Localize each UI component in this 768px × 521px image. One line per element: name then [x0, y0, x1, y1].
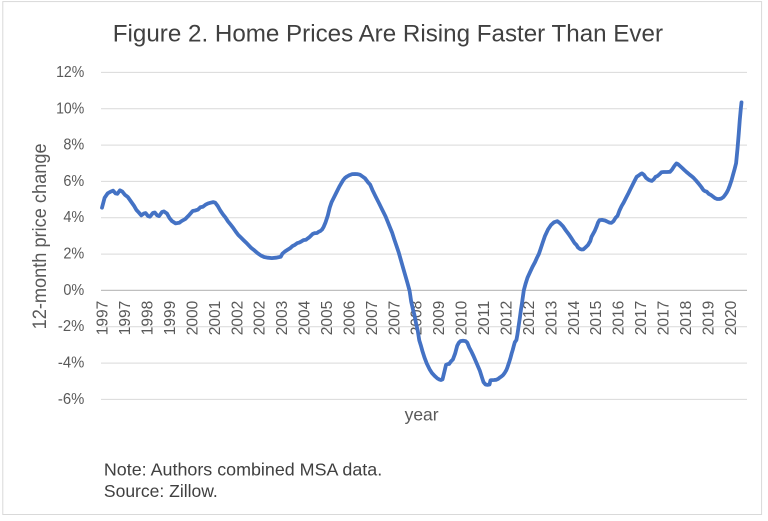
svg-text:2005: 2005: [319, 301, 336, 336]
svg-text:2014: 2014: [566, 301, 583, 336]
svg-text:2000: 2000: [184, 301, 201, 336]
svg-text:2020: 2020: [723, 301, 740, 336]
svg-text:0%: 0%: [63, 282, 84, 299]
svg-text:1998: 1998: [140, 301, 157, 336]
svg-text:2007: 2007: [386, 301, 403, 336]
svg-text:2001: 2001: [207, 301, 224, 336]
svg-text:-4%: -4%: [58, 355, 85, 372]
svg-text:-6%: -6%: [58, 391, 85, 408]
svg-text:1997: 1997: [95, 301, 112, 336]
svg-text:2017: 2017: [656, 301, 673, 336]
svg-text:2013: 2013: [543, 301, 560, 336]
svg-text:2%: 2%: [63, 246, 84, 263]
svg-text:2011: 2011: [476, 301, 493, 336]
svg-text:2012: 2012: [521, 301, 538, 336]
svg-text:2004: 2004: [297, 301, 314, 336]
svg-text:8%: 8%: [63, 137, 84, 154]
svg-text:10%: 10%: [56, 100, 84, 117]
svg-text:year: year: [405, 404, 439, 424]
svg-text:12%: 12%: [56, 64, 84, 81]
svg-text:2009: 2009: [431, 301, 448, 336]
svg-text:2015: 2015: [588, 301, 605, 336]
svg-text:-2%: -2%: [58, 318, 85, 335]
svg-text:4%: 4%: [63, 209, 84, 226]
svg-text:2017: 2017: [633, 301, 650, 336]
svg-text:Source: Zillow.: Source: Zillow.: [104, 481, 218, 501]
svg-text:2002: 2002: [252, 301, 269, 336]
svg-text:2010: 2010: [454, 301, 471, 336]
svg-text:2018: 2018: [678, 301, 695, 336]
svg-text:Note: Authors combined MSA dat: Note: Authors combined MSA data.: [104, 459, 382, 479]
svg-text:2016: 2016: [611, 301, 628, 336]
svg-text:2012: 2012: [499, 301, 516, 336]
svg-text:12-month price change: 12-month price change: [29, 143, 51, 329]
svg-text:2006: 2006: [342, 301, 359, 336]
svg-text:1999: 1999: [162, 301, 179, 336]
svg-text:1997: 1997: [117, 301, 134, 336]
svg-text:2003: 2003: [274, 301, 291, 336]
svg-text:2007: 2007: [364, 301, 381, 336]
svg-text:2019: 2019: [700, 301, 717, 336]
svg-text:2002: 2002: [229, 301, 246, 336]
svg-text:6%: 6%: [63, 173, 84, 190]
svg-text:Figure 2. Home Prices Are Risi: Figure 2. Home Prices Are Rising Faster …: [113, 21, 663, 47]
